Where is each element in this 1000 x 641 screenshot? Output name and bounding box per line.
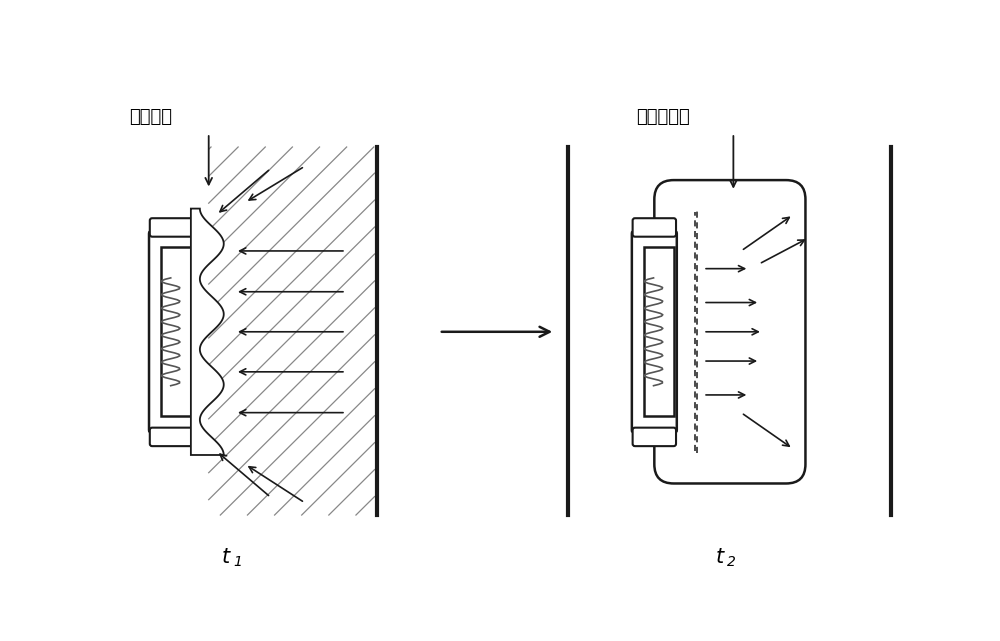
Text: t: t [222,547,230,567]
Text: t: t [716,547,724,567]
Polygon shape [209,147,375,515]
FancyBboxPatch shape [633,428,676,446]
Bar [644,247,674,417]
Text: 1: 1 [234,555,242,569]
FancyBboxPatch shape [633,218,676,237]
FancyBboxPatch shape [654,180,805,483]
FancyBboxPatch shape [149,231,194,433]
Bar [161,247,191,417]
FancyBboxPatch shape [150,218,193,237]
FancyBboxPatch shape [150,428,193,446]
Text: 膏胀和平衡: 膏胀和平衡 [637,108,690,126]
FancyBboxPatch shape [632,231,677,433]
Polygon shape [191,208,224,455]
Text: 2: 2 [727,555,736,569]
Text: 试剂垫片: 试剂垫片 [129,108,172,126]
